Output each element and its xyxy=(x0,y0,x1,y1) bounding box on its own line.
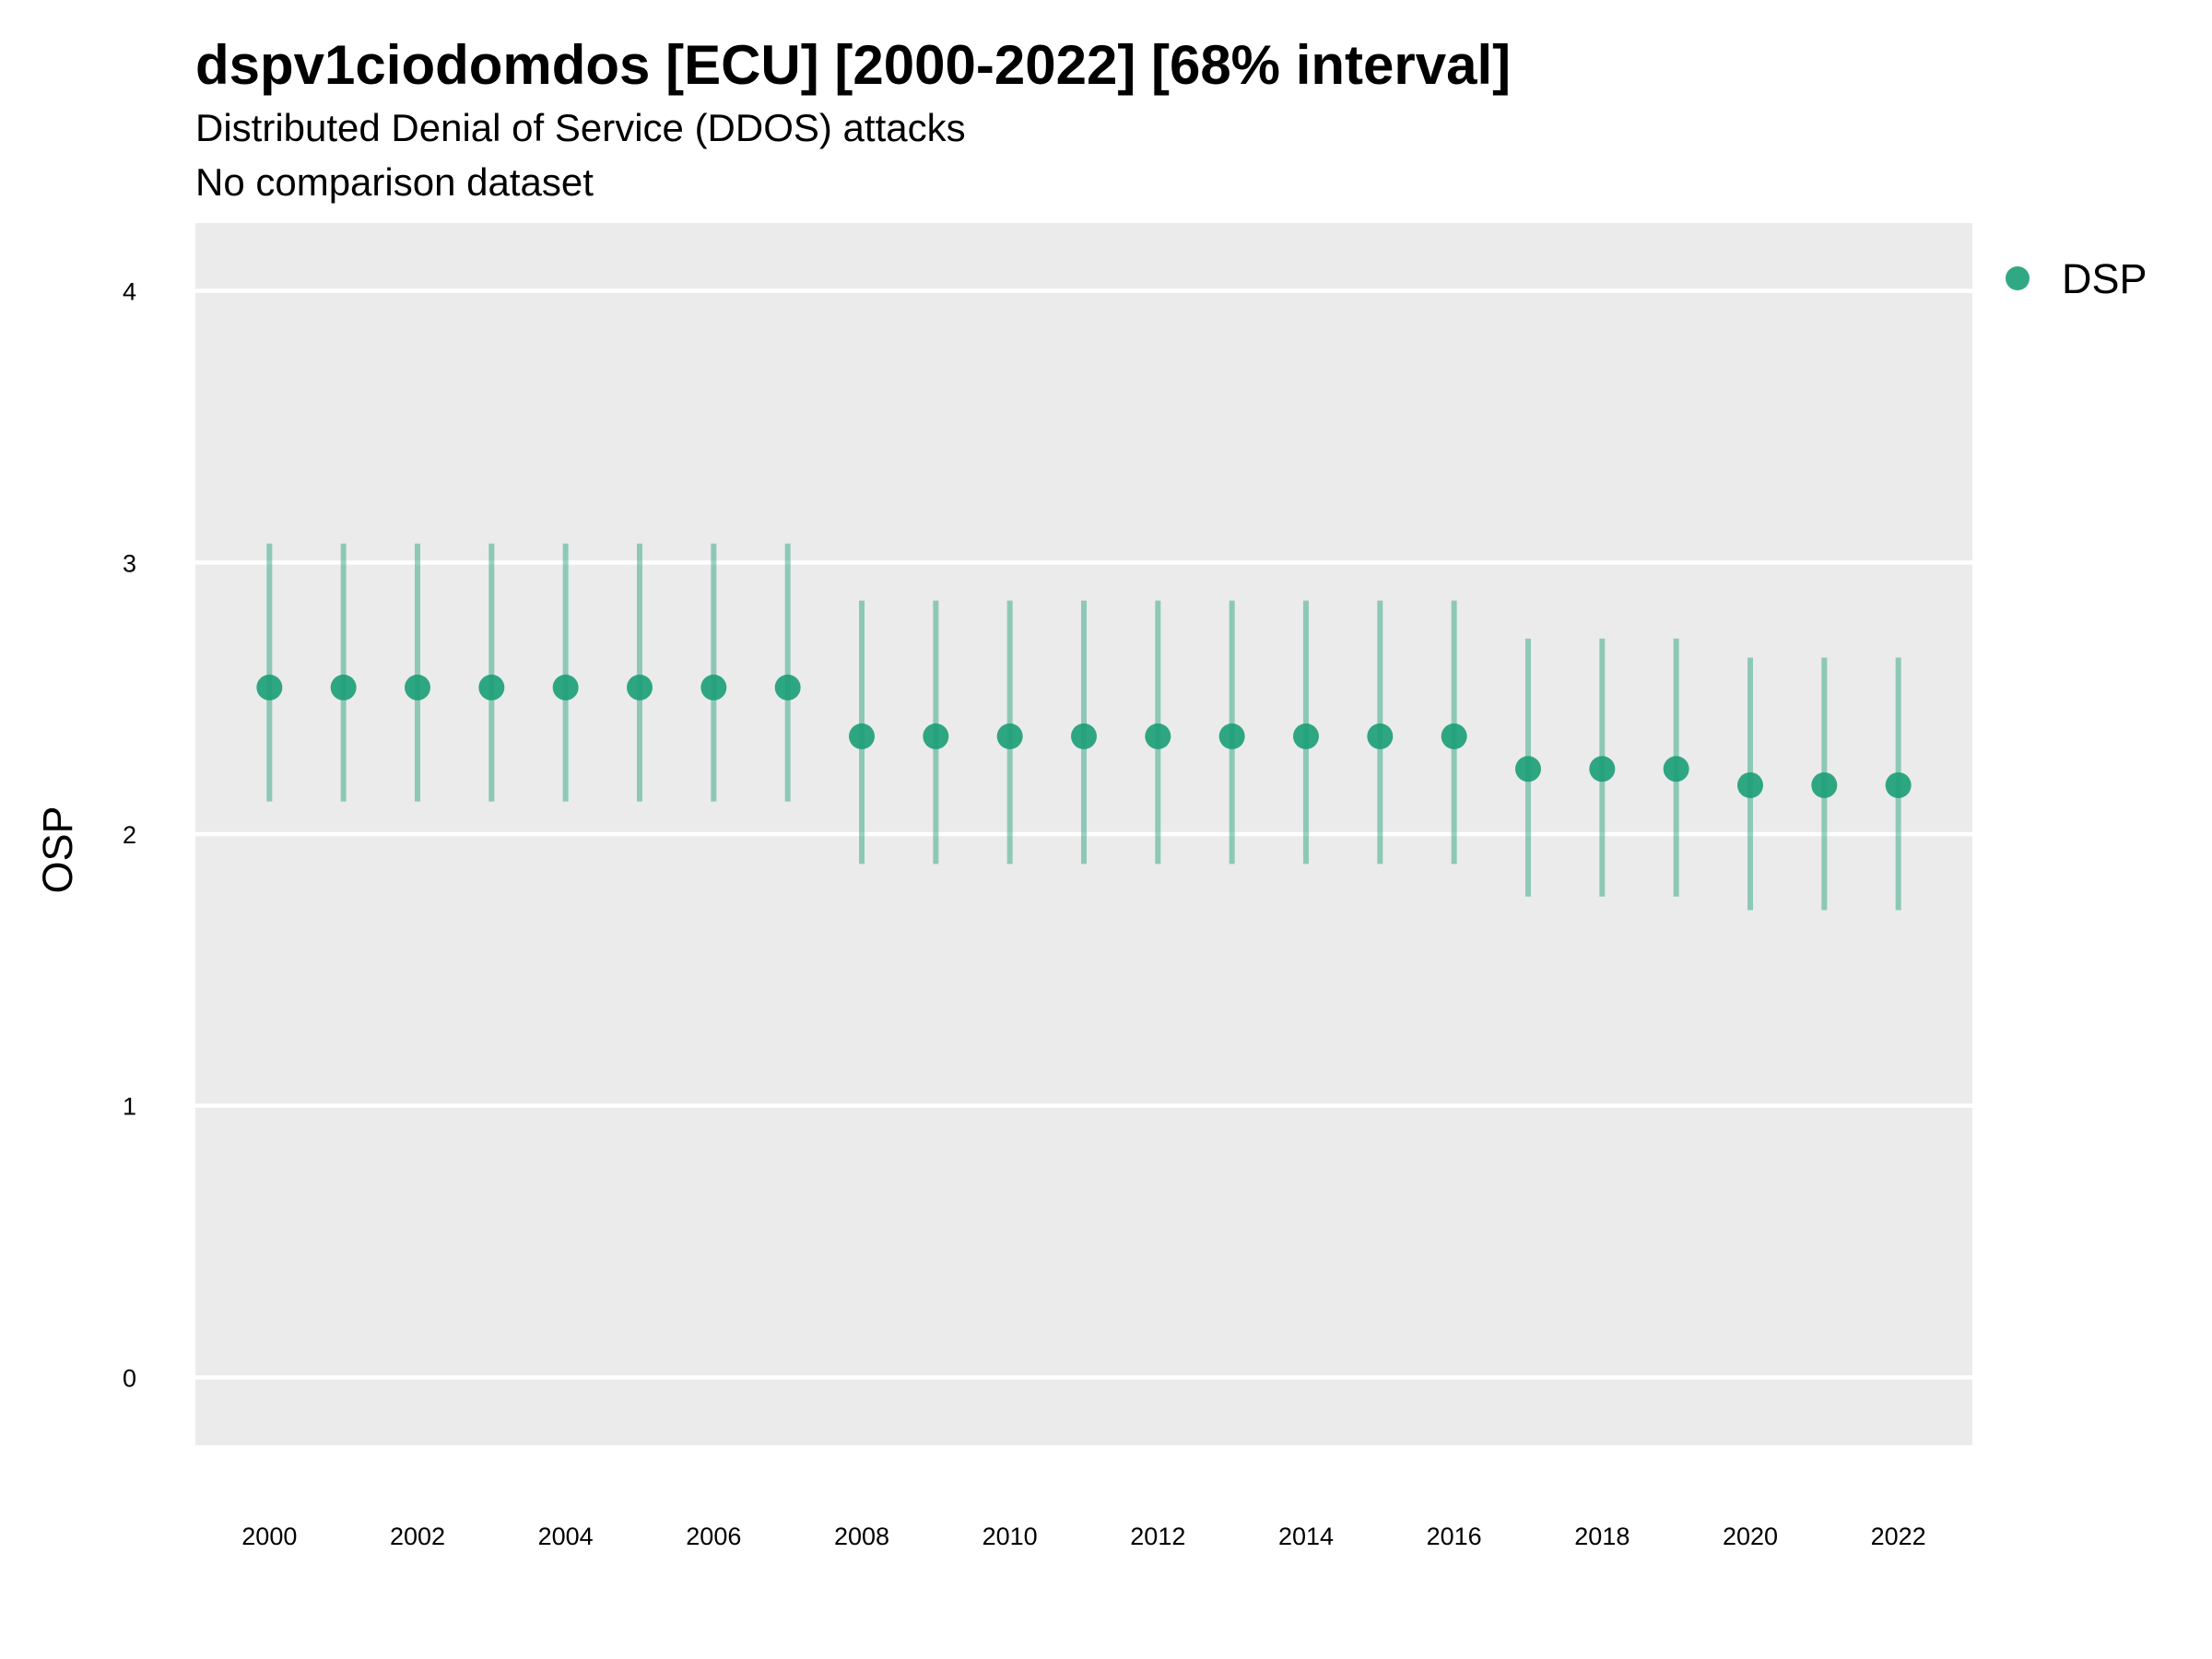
data-point xyxy=(1071,723,1097,749)
x-tick-label: 2012 xyxy=(1130,1523,1185,1550)
y-tick-labels: 0 1 2 3 4 xyxy=(123,278,136,1393)
x-tick-label: 2020 xyxy=(1723,1523,1778,1550)
data-points xyxy=(256,674,1912,798)
y-axis-label: OSP xyxy=(34,806,81,893)
y-tick-label: 2 xyxy=(123,821,136,849)
data-point xyxy=(330,674,357,700)
data-point xyxy=(1218,723,1245,749)
x-tick-label: 2022 xyxy=(1871,1523,1926,1550)
data-point xyxy=(996,723,1023,749)
data-point xyxy=(1589,756,1616,782)
data-point xyxy=(1885,771,1912,798)
data-point xyxy=(478,674,505,700)
data-point xyxy=(1737,771,1763,798)
data-point xyxy=(1441,723,1467,749)
data-point xyxy=(1367,723,1394,749)
data-point xyxy=(849,723,875,749)
data-point xyxy=(1145,723,1171,749)
data-point xyxy=(552,674,579,700)
legend: DSP xyxy=(2006,255,2147,302)
data-point xyxy=(1293,723,1319,749)
chart-subtitle-comparison: No comparison dataset xyxy=(195,160,594,204)
x-tick-label: 2018 xyxy=(1574,1523,1630,1550)
x-tick-label: 2008 xyxy=(834,1523,889,1550)
x-tick-label: 2016 xyxy=(1427,1523,1482,1550)
x-tick-label: 2004 xyxy=(538,1523,594,1550)
y-gridlines xyxy=(195,288,1972,1380)
data-point xyxy=(700,674,727,700)
y-tick-label: 4 xyxy=(123,278,136,306)
x-tick-label: 2006 xyxy=(686,1523,741,1550)
x-tick-label: 2010 xyxy=(982,1523,1038,1550)
y-tick-label: 1 xyxy=(123,1093,136,1121)
data-point xyxy=(256,674,283,700)
chart-subtitle: Distributed Denial of Service (DDOS) att… xyxy=(195,106,966,149)
x-tick-label: 2002 xyxy=(390,1523,445,1550)
x-tick-labels: 2000 2002 2004 2006 2008 2010 2012 2014 2016 2018… xyxy=(241,1523,1925,1550)
chart-title: dspv1ciodomdos [ECU] [2000-2022] [68% in… xyxy=(195,34,1512,96)
data-point xyxy=(1811,771,1838,798)
legend-key-dsp xyxy=(2006,266,2030,290)
legend-label-dsp: DSP xyxy=(2062,255,2147,302)
data-point xyxy=(405,674,430,700)
y-tick-label: 3 xyxy=(123,549,136,577)
x-tick-label: 2000 xyxy=(241,1523,297,1550)
data-point xyxy=(1663,756,1689,782)
data-point xyxy=(627,674,653,700)
data-point xyxy=(774,674,801,700)
data-point xyxy=(1515,756,1541,782)
y-tick-label: 0 xyxy=(123,1364,136,1392)
data-point xyxy=(923,723,949,749)
x-tick-label: 2014 xyxy=(1278,1523,1334,1550)
